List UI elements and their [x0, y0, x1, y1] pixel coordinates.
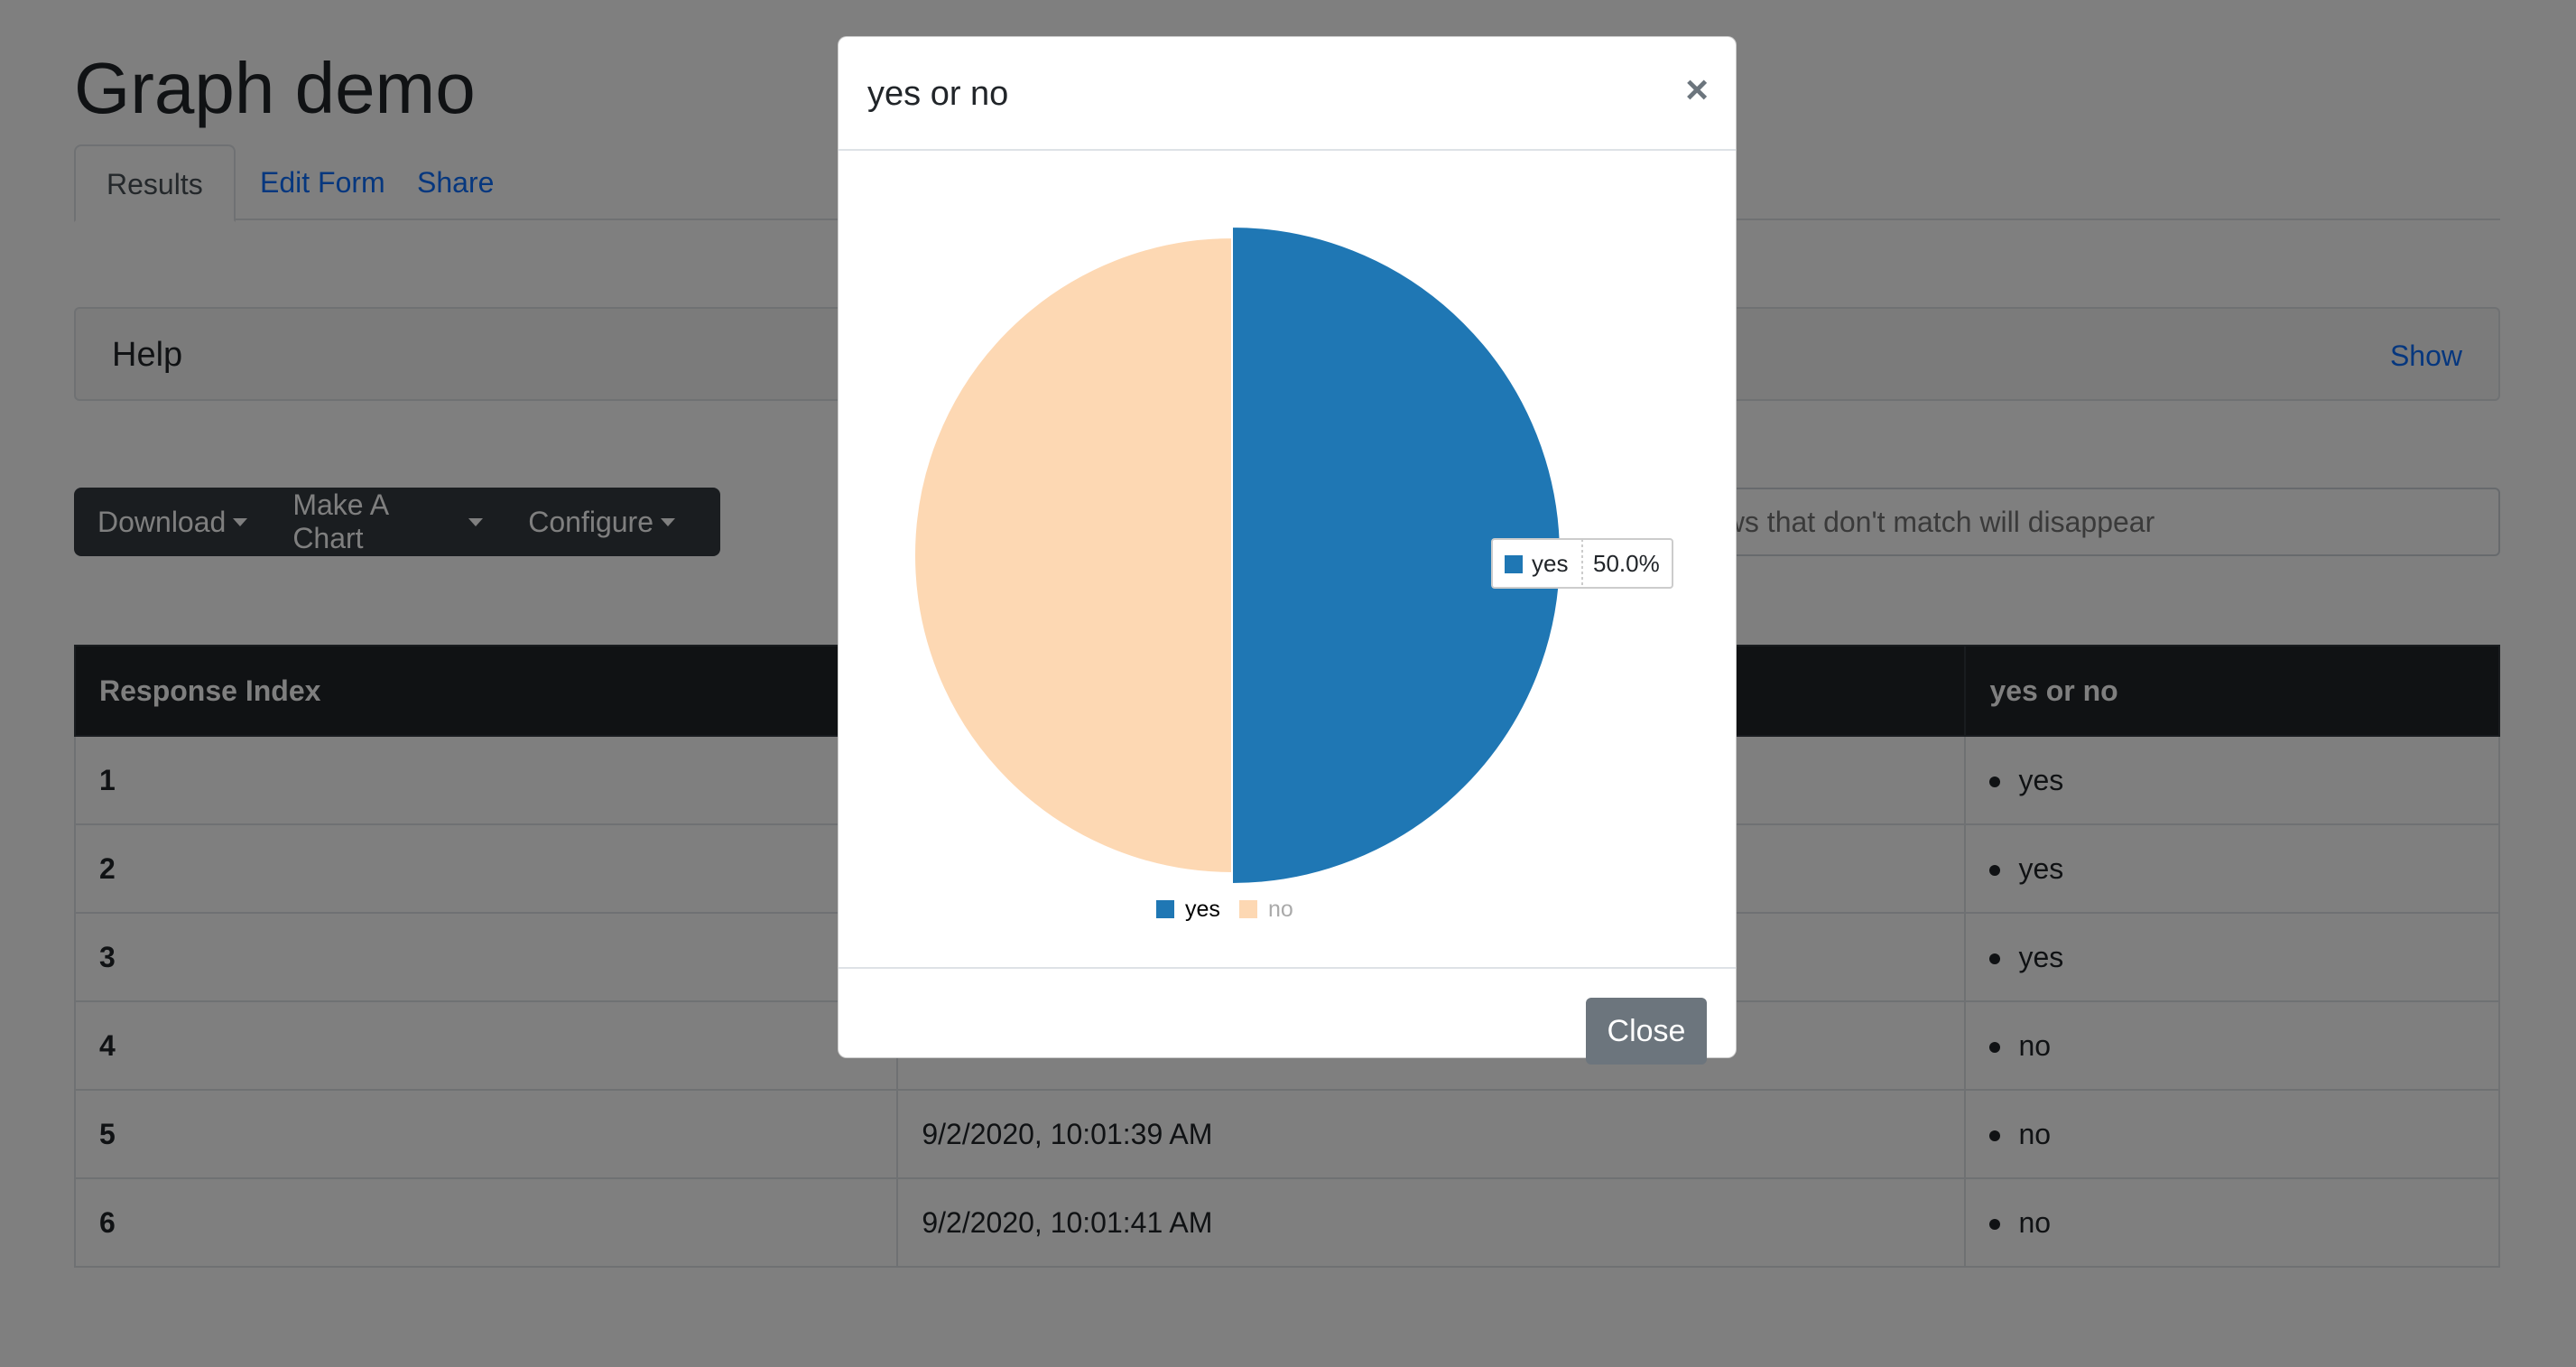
- pie-slice-no[interactable]: [913, 236, 1233, 875]
- legend-swatch-icon: [1156, 900, 1174, 918]
- chart-tooltip: yes 50.0%: [1491, 538, 1673, 589]
- close-button[interactable]: Close: [1586, 998, 1707, 1065]
- tooltip-swatch-icon: [1505, 555, 1523, 573]
- modal-body: yes 50.0% yes no: [839, 151, 1736, 967]
- close-icon[interactable]: ×: [1685, 68, 1709, 112]
- legend-item-no[interactable]: no: [1239, 897, 1293, 922]
- modal-header: yes or no ×: [839, 37, 1736, 151]
- tooltip-label: yes: [1532, 550, 1568, 577]
- legend-swatch-icon: [1239, 900, 1257, 918]
- chart-modal: yes or no × yes 50.0% yes: [838, 36, 1737, 1065]
- modal-footer: Close: [839, 967, 1736, 1065]
- pie-chart: yes 50.0% yes no: [913, 225, 1673, 922]
- legend-label-yes: yes: [1185, 897, 1220, 922]
- legend-label-no: no: [1268, 897, 1293, 922]
- modal-title: yes or no: [867, 75, 1009, 113]
- chart-legend: yes no: [1156, 897, 1293, 922]
- tooltip-value: 50.0%: [1593, 550, 1660, 577]
- legend-item-yes[interactable]: yes: [1156, 897, 1220, 922]
